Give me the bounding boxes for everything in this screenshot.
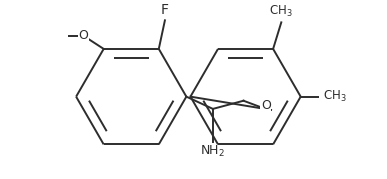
Text: O: O — [261, 99, 271, 112]
Text: O: O — [78, 29, 88, 42]
Text: NH$_2$: NH$_2$ — [200, 144, 225, 159]
Text: CH$_3$: CH$_3$ — [323, 89, 347, 104]
Text: CH$_3$: CH$_3$ — [269, 4, 293, 19]
Text: F: F — [161, 3, 169, 17]
